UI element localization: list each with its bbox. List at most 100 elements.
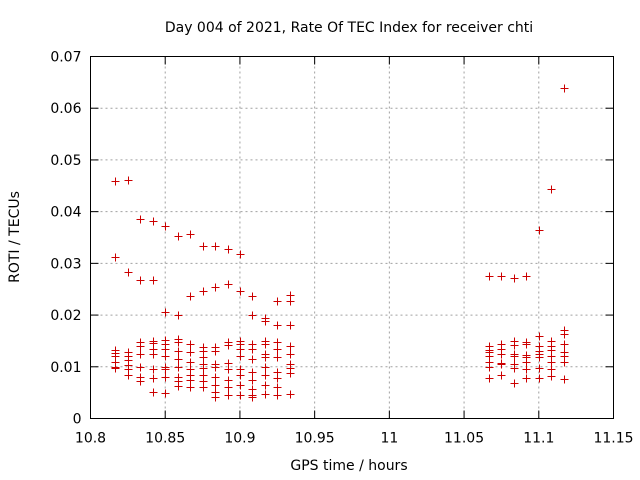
data-point <box>535 364 544 373</box>
data-point <box>124 371 133 380</box>
plot-frame <box>90 56 614 419</box>
data-point <box>286 350 295 359</box>
data-point <box>485 374 494 383</box>
data-point <box>199 353 208 362</box>
data-point <box>535 332 544 341</box>
data-point <box>224 280 233 289</box>
data-point <box>510 379 519 388</box>
data-point <box>497 350 506 359</box>
data-point <box>273 391 282 400</box>
data-point <box>248 376 257 385</box>
data-point <box>161 222 170 231</box>
data-point <box>111 364 120 373</box>
data-point <box>124 268 133 277</box>
data-point <box>199 364 208 373</box>
data-point <box>199 287 208 296</box>
data-point <box>273 383 282 392</box>
data-point <box>186 376 195 385</box>
data-point <box>236 345 245 354</box>
data-point <box>199 383 208 392</box>
data-point <box>273 345 282 354</box>
data-point <box>186 292 195 301</box>
data-point <box>248 345 257 354</box>
data-point <box>149 374 158 383</box>
data-point <box>248 311 257 320</box>
data-point <box>510 341 519 350</box>
y-tick-label: 0.01 <box>50 360 81 376</box>
data-point <box>224 391 233 400</box>
data-point <box>149 388 158 397</box>
data-point <box>224 365 233 374</box>
y-tick-label: 0.06 <box>50 101 81 117</box>
grid-lines <box>90 56 614 419</box>
data-point <box>149 276 158 285</box>
data-point <box>186 230 195 239</box>
chart-title: Day 004 of 2021, Rate Of TEC Index for r… <box>165 20 533 36</box>
x-tick-label: 11 <box>380 431 398 447</box>
data-point <box>510 364 519 373</box>
data-point <box>174 347 183 356</box>
data-point <box>211 381 220 390</box>
data-point <box>211 347 220 356</box>
data-point <box>174 338 183 347</box>
data-point <box>560 330 569 339</box>
data-point <box>161 352 170 361</box>
data-point <box>286 369 295 378</box>
data-point <box>186 348 195 357</box>
data-point <box>273 353 282 362</box>
x-tick-label: 11.05 <box>444 431 484 447</box>
data-point <box>261 317 270 326</box>
data-point <box>236 371 245 380</box>
data-point <box>174 363 183 372</box>
data-point <box>522 374 531 383</box>
x-tick-label: 11.15 <box>593 431 633 447</box>
x-tick-label: 11.1 <box>523 431 554 447</box>
y-tick-label: 0.02 <box>50 308 81 324</box>
data-point <box>286 321 295 330</box>
data-point <box>286 297 295 306</box>
y-tick-label: 0.03 <box>50 256 81 272</box>
data-point <box>174 355 183 364</box>
data-point <box>174 311 183 320</box>
y-axis-label: ROTI / TECUs <box>7 191 23 283</box>
data-point <box>136 215 145 224</box>
data-point <box>547 372 556 381</box>
data-point <box>136 350 145 359</box>
data-point <box>497 371 506 380</box>
data-point <box>211 363 220 372</box>
data-point <box>124 176 133 185</box>
data-point <box>273 374 282 383</box>
data-point <box>261 381 270 390</box>
y-tick-label: 0.07 <box>50 50 81 66</box>
data-point <box>136 342 145 351</box>
data-point <box>560 358 569 367</box>
data-point <box>510 274 519 283</box>
data-point <box>497 272 506 281</box>
x-axis-label: GPS time / hours <box>290 458 407 474</box>
data-point <box>111 253 120 262</box>
data-point <box>174 232 183 241</box>
data-point <box>161 373 170 382</box>
data-point <box>522 365 531 374</box>
data-point <box>522 272 531 281</box>
data-point <box>236 352 245 361</box>
data-point <box>547 185 556 194</box>
y-axis-ticks: 0 0.01 0.02 0.03 0.04 0.05 0.06 0.07 <box>50 50 614 428</box>
data-point <box>485 272 494 281</box>
data-point <box>186 383 195 392</box>
data-point <box>522 358 531 367</box>
data-point <box>535 374 544 383</box>
data-point <box>161 389 170 398</box>
data-point <box>248 368 257 377</box>
data-point <box>510 352 519 361</box>
data-point <box>248 393 257 402</box>
data-point <box>286 390 295 399</box>
data-point <box>161 308 170 317</box>
data-point <box>236 381 245 390</box>
data-point <box>261 371 270 380</box>
data-point <box>248 292 257 301</box>
x-tick-label: 10.9 <box>224 431 255 447</box>
data-point <box>211 242 220 251</box>
data-point <box>248 355 257 364</box>
data-point <box>186 340 195 349</box>
